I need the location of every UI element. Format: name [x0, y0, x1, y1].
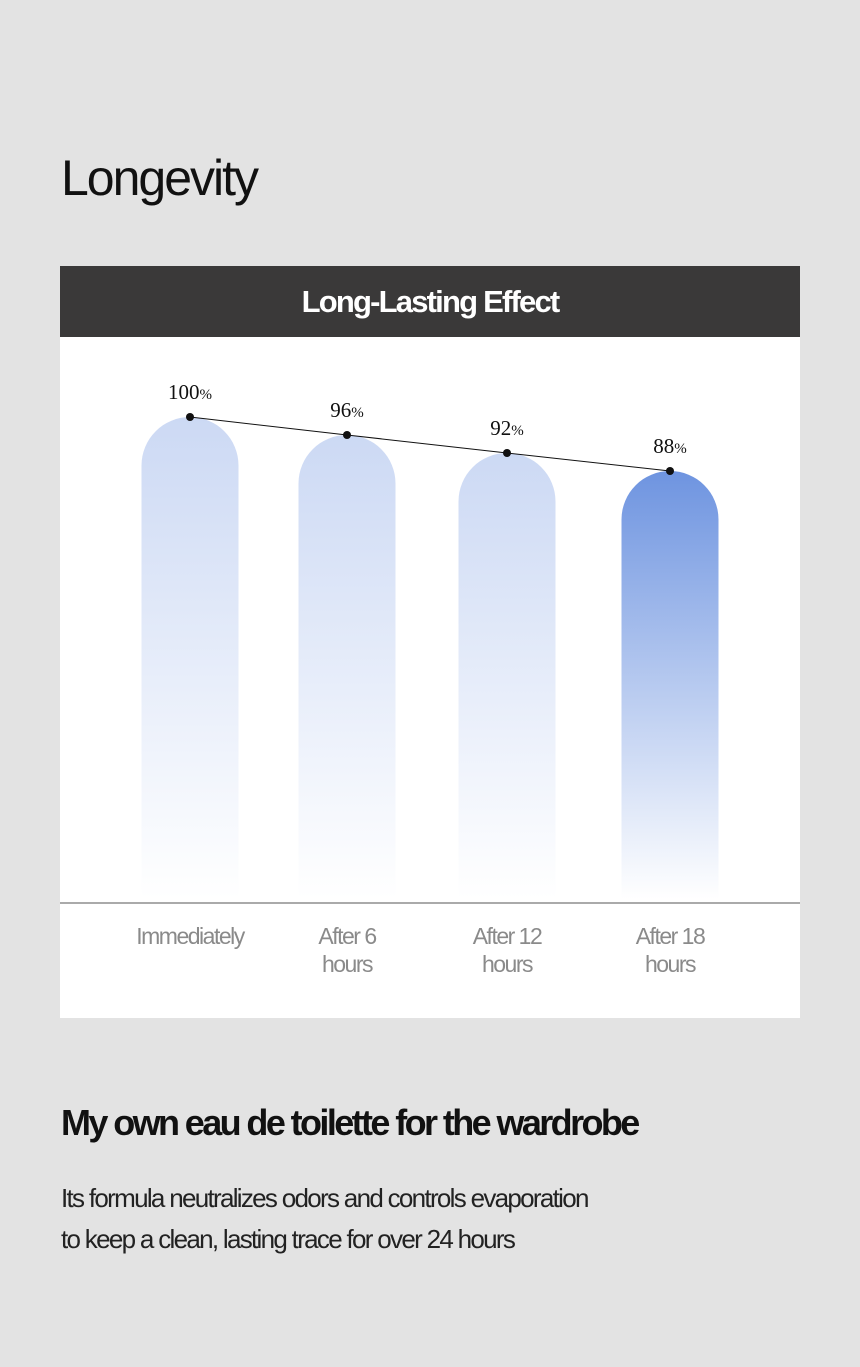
trend-point: [343, 431, 351, 439]
x-tick-label-line: hours: [321, 951, 374, 977]
x-tick-label: After 6 hours: [277, 922, 417, 978]
description-text: Its formula neutralizes odors and contro…: [61, 1178, 589, 1260]
data-label: 100%: [168, 380, 212, 404]
x-tick-label: Immediately: [120, 922, 260, 950]
section-subtitle: My own eau de toilette for the wardrobe: [61, 1102, 640, 1143]
trend-line: [189, 416, 671, 472]
x-tick-label-line: Immediately: [136, 923, 245, 949]
x-tick-label-line: hours: [481, 951, 534, 977]
x-tick-label-line: hours: [644, 951, 697, 977]
trend-point: [186, 413, 194, 421]
bar-3: [458, 453, 556, 899]
description-line: Its formula neutralizes odors and contro…: [61, 1183, 589, 1213]
bar-4: [621, 471, 719, 899]
chart-card: Long-Lasting Effect 100% 96% 92% 88% Immedi…: [60, 266, 800, 1018]
x-tick-label-line: After 18: [635, 923, 706, 949]
data-label: 92%: [490, 416, 524, 440]
data-label: 88%: [653, 434, 687, 458]
x-tick-label-line: After 12: [472, 923, 543, 949]
data-label: 96%: [330, 398, 364, 422]
x-tick-label: After 18 hours: [600, 922, 740, 978]
trend-point: [666, 467, 674, 475]
bar-1: [141, 417, 239, 899]
chart-title: Long-Lasting Effect: [60, 266, 800, 337]
description-line: to keep a clean, lasting trace for over …: [61, 1224, 516, 1254]
bar-chart: 100% 96% 92% 88%: [60, 380, 800, 904]
page-title: Longevity: [61, 150, 259, 206]
bar-2: [298, 435, 396, 899]
x-tick-label-line: After 6: [318, 923, 377, 949]
trend-point: [503, 449, 511, 457]
x-tick-label: After 12 hours: [437, 922, 577, 978]
